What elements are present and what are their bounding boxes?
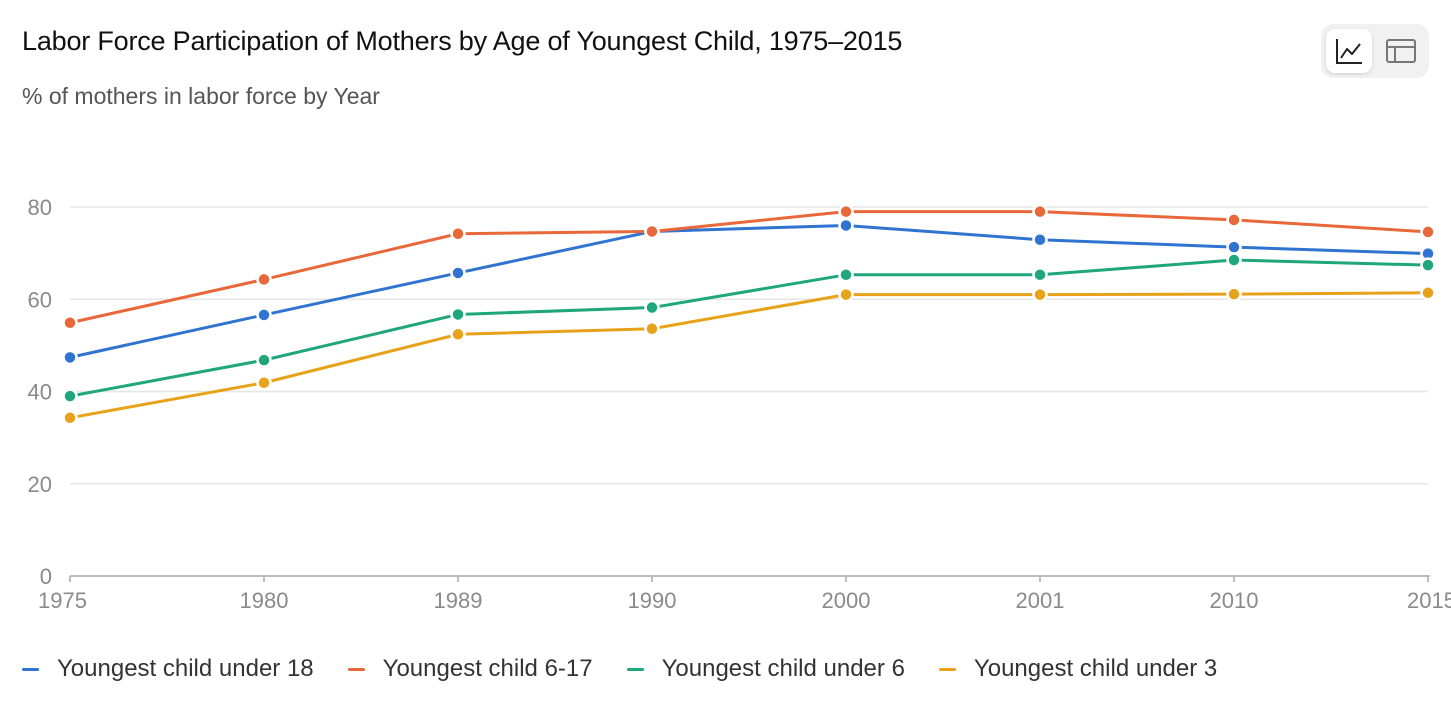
y-tick-label: 0 — [40, 564, 52, 589]
data-point[interactable] — [62, 410, 78, 426]
data-point[interactable] — [1420, 285, 1436, 301]
data-point[interactable] — [644, 299, 660, 316]
table-icon — [1386, 39, 1416, 63]
data-point[interactable] — [450, 226, 466, 242]
x-tick-label: 1975 — [38, 588, 87, 613]
legend-swatch — [347, 667, 365, 671]
x-tick-label: 2001 — [1016, 588, 1065, 613]
line-chart-view-button[interactable] — [1326, 29, 1372, 73]
data-point[interactable] — [644, 321, 660, 337]
data-point[interactable] — [1226, 252, 1242, 268]
series-line-1 — [69, 223, 1429, 359]
data-point[interactable] — [450, 306, 466, 323]
legend-swatch — [938, 667, 956, 671]
data-point[interactable] — [1032, 231, 1048, 248]
x-tick-label: 2010 — [1210, 588, 1259, 613]
chart-title: Labor Force Participation of Mothers by … — [22, 26, 903, 56]
x-tick-label: 2000 — [822, 588, 871, 613]
chart-legend: Youngest child under 18 Youngest child 6-… — [22, 655, 1251, 683]
data-point[interactable] — [62, 349, 78, 366]
chart-subtitle: % of mothers in labor force by Year — [22, 83, 380, 109]
y-tick-label: 60 — [28, 287, 52, 312]
data-point[interactable] — [450, 326, 466, 343]
legend-item[interactable]: Youngest child under 6 — [626, 655, 905, 683]
data-point[interactable] — [1226, 239, 1242, 255]
x-tick-label: 2015 — [1407, 588, 1451, 613]
data-point[interactable] — [62, 388, 78, 404]
legend-swatch — [626, 667, 644, 671]
series-line-3 — [69, 258, 1429, 398]
data-point[interactable] — [62, 315, 78, 331]
data-point[interactable] — [838, 286, 854, 303]
series-line-2 — [69, 210, 1429, 325]
data-point[interactable] — [1226, 286, 1242, 302]
data-point[interactable] — [838, 217, 854, 234]
x-tick-label: 1980 — [240, 588, 289, 613]
legend-item[interactable]: Youngest child under 3 — [938, 655, 1218, 683]
y-tick-label: 40 — [28, 380, 52, 405]
x-tick-label: 1990 — [628, 588, 677, 613]
data-point[interactable] — [256, 307, 272, 323]
data-point[interactable] — [1032, 267, 1048, 283]
data-point[interactable] — [1226, 212, 1242, 228]
data-point[interactable] — [1420, 257, 1436, 273]
line-chart-icon — [1336, 39, 1362, 64]
data-point[interactable] — [256, 271, 272, 288]
data-point[interactable] — [256, 374, 272, 391]
data-point[interactable] — [644, 223, 660, 240]
legend-label: Youngest child 6-17 — [382, 655, 593, 682]
data-point[interactable] — [1420, 224, 1436, 240]
data-point[interactable] — [1032, 203, 1048, 220]
data-point[interactable] — [256, 352, 272, 368]
data-point[interactable] — [838, 203, 854, 220]
legend-label: Youngest child under 3 — [973, 655, 1218, 682]
legend-item[interactable]: Youngest child under 18 — [22, 655, 314, 683]
view-toggle — [1321, 24, 1429, 78]
legend-label: Youngest child under 6 — [661, 655, 905, 682]
legend-swatch — [22, 667, 39, 671]
legend-label: Youngest child under 18 — [57, 655, 314, 682]
y-tick-label: 80 — [28, 195, 52, 220]
x-tick-label: 1989 — [434, 588, 483, 613]
data-point[interactable] — [450, 265, 466, 281]
legend-item[interactable]: Youngest child 6-17 — [347, 655, 593, 683]
table-view-button[interactable] — [1378, 29, 1424, 73]
series-line-4 — [69, 291, 1429, 420]
data-point[interactable] — [838, 267, 854, 283]
y-tick-label: 20 — [28, 472, 52, 497]
data-point[interactable] — [1032, 286, 1048, 303]
